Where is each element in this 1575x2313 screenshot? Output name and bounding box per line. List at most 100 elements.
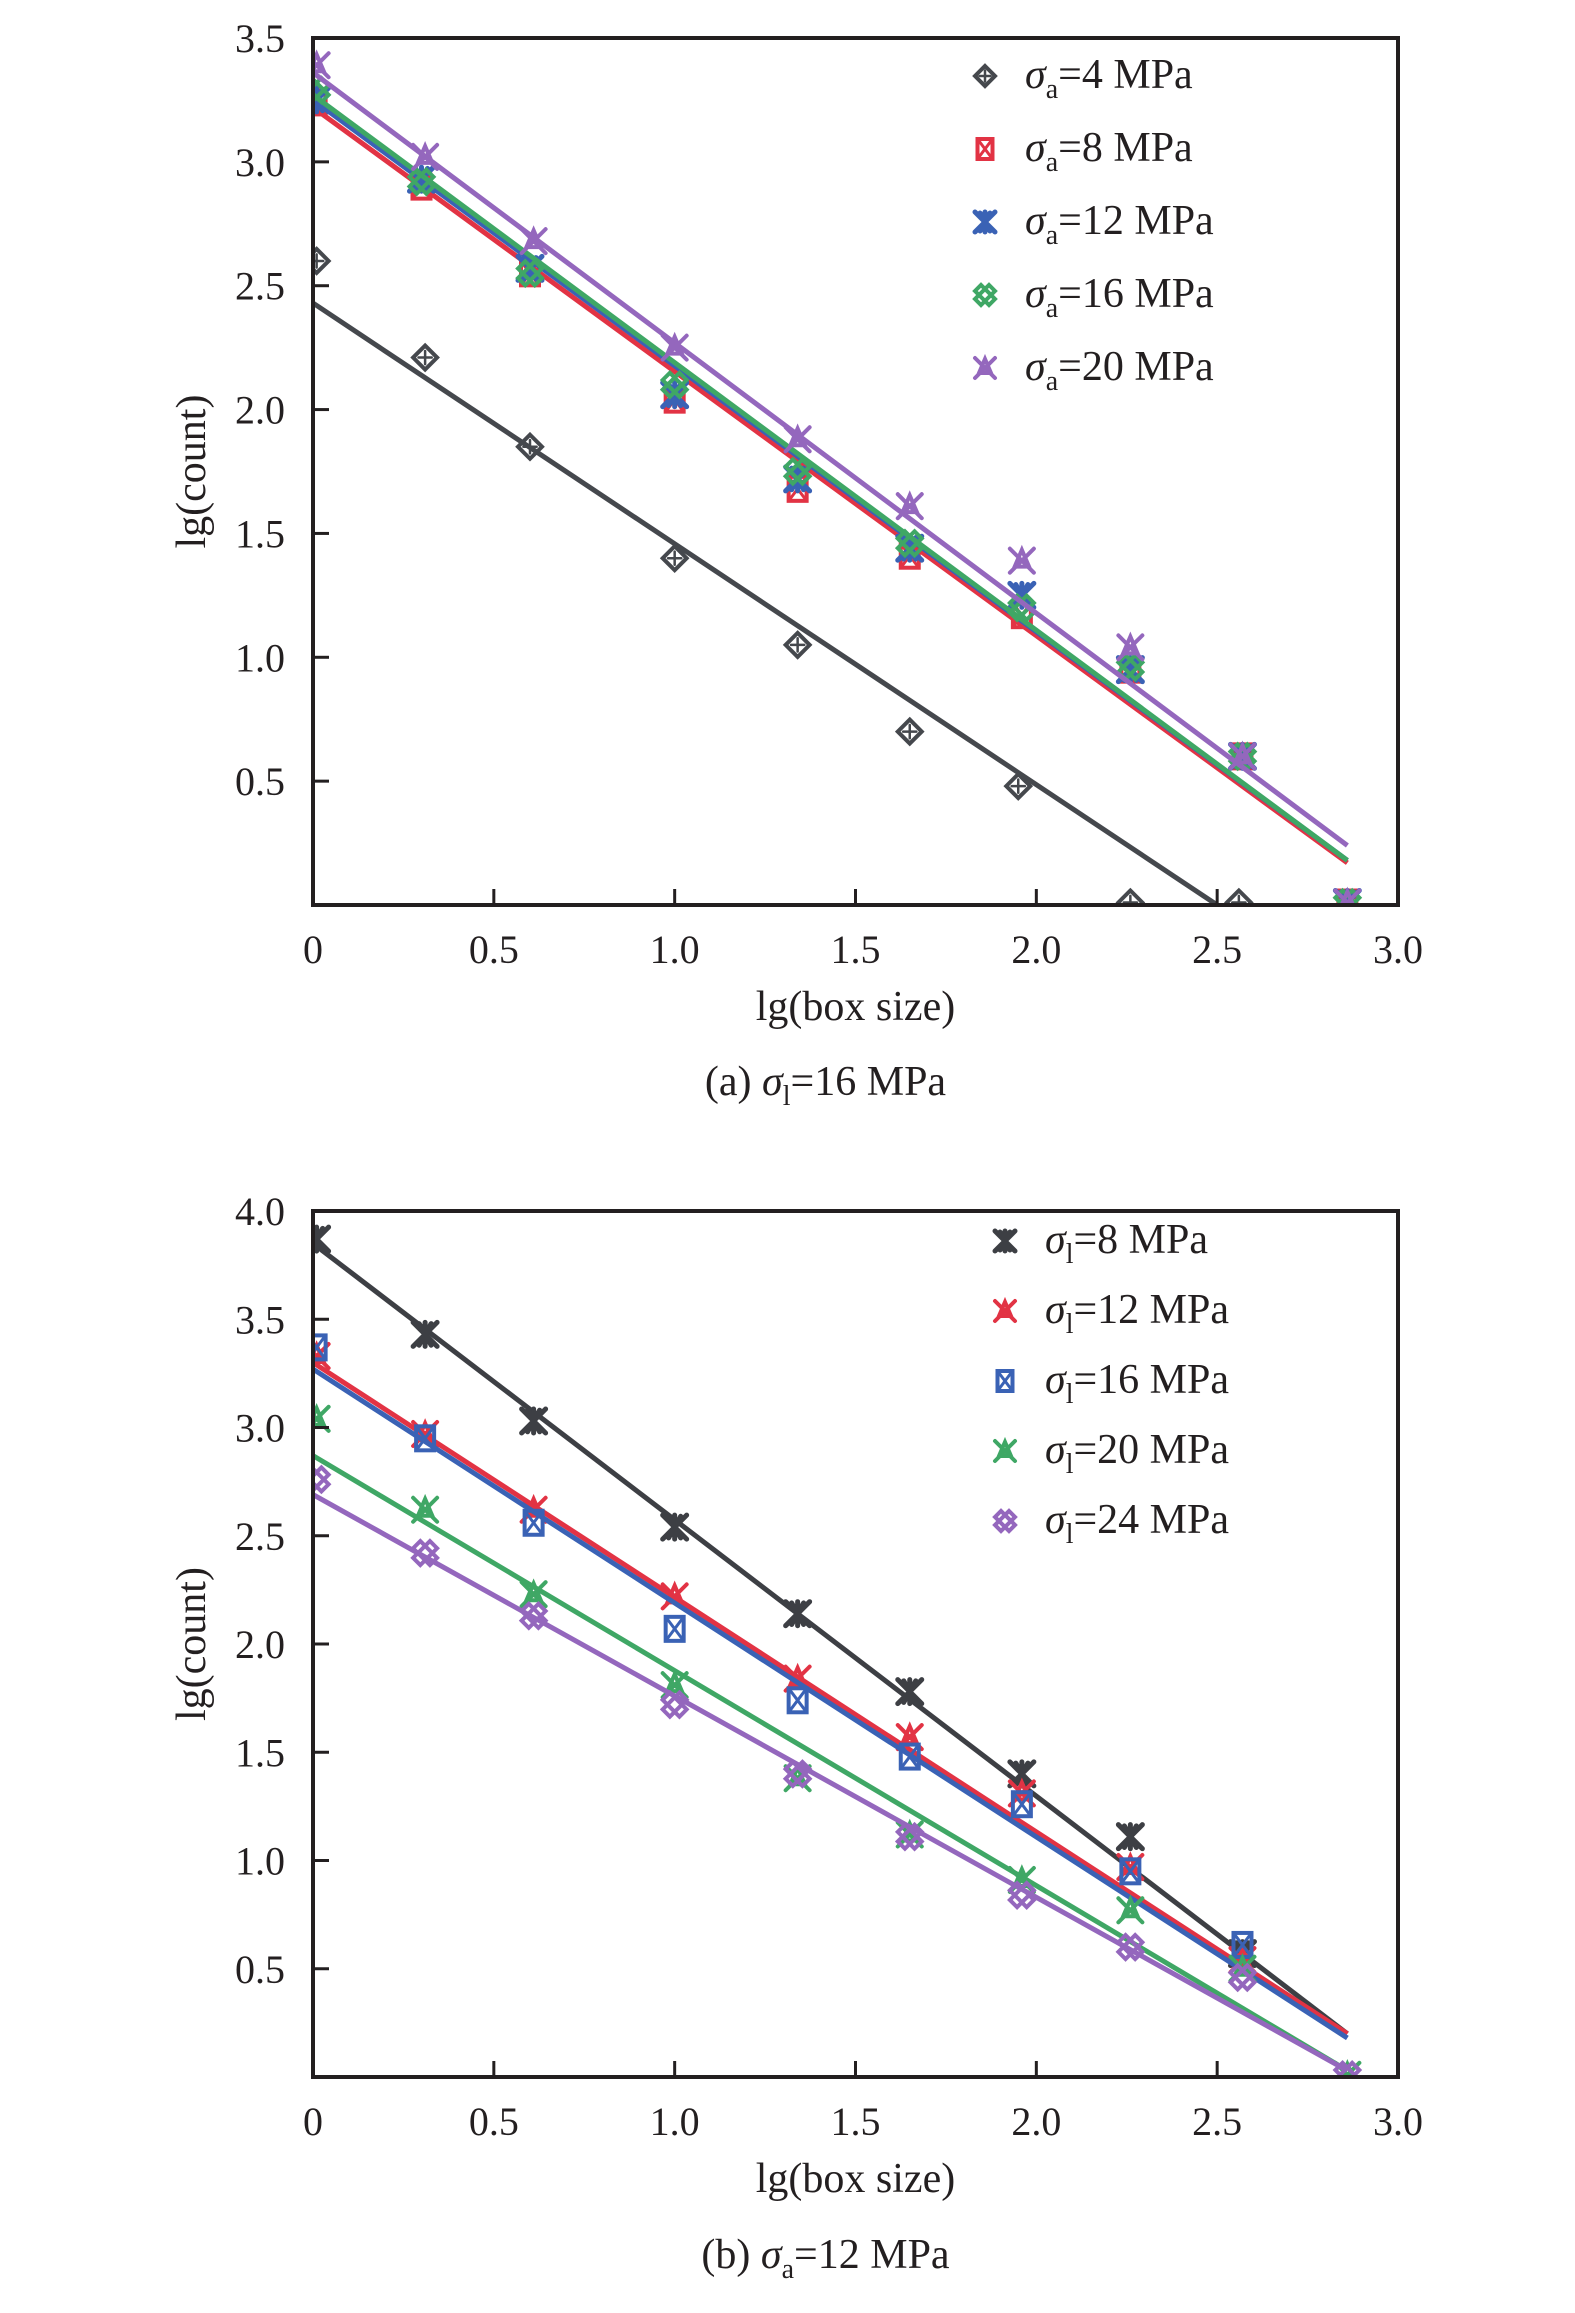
marker-lattice [410,1538,440,1568]
data-point [783,1599,813,1629]
y-tick-label: 2.0 [235,388,285,433]
marker-x [313,1333,328,1361]
marker-diamond [894,716,925,747]
x-tick-label: 0 [303,927,323,972]
marker-x-triangle [519,225,548,256]
data-point [659,1689,690,1720]
data-point [519,1578,548,1609]
marker-x [996,1369,1014,1393]
y-tick-label: 3.5 [235,16,285,61]
legend-item: σl=24 MPa [992,1497,1229,1550]
data-point [992,1228,1018,1254]
marker-asterisk [972,209,998,235]
marker-x-triangle [1007,544,1036,575]
marker-x [1231,1931,1253,1959]
data-point [410,1319,440,1349]
data-point [406,166,437,197]
data-point [975,137,995,161]
marker-x-triangle [519,1578,548,1609]
marker-box [995,1369,1015,1393]
marker-x [664,1615,686,1643]
data-point [1115,1822,1145,1852]
marker-box [898,1742,921,1771]
chart-caption: (b) σa=12 MPa [701,2232,950,2285]
y-tick-label: 1.5 [235,511,285,556]
data-point [414,1424,437,1453]
y-tick-label: 2.0 [235,1622,285,1667]
data-point [995,1369,1015,1393]
fit-line [313,1366,1349,2041]
y-tick-label: 0.5 [235,759,285,804]
chart-panel-b: 0 0.5 1.0 1.5 2.0 2.5 3.0 0.5 1.0 1.5 2.0 2.5 3.0 3.5… [169,1189,1423,2285]
marker-cross [978,69,992,83]
marker-cross [417,349,433,366]
data-point [1007,580,1037,610]
marker-diamond [1115,887,1146,905]
x-tick-label: 1.0 [650,927,700,972]
marker-x [976,137,994,161]
marker-diamond [972,63,998,89]
y-tick-label: 4.0 [235,1189,285,1234]
y-tick-label: 1.5 [235,1730,285,1775]
x-tick-label: 2.0 [1011,927,1061,972]
data-point [1224,887,1254,905]
y-tick-label: 0.5 [235,1947,285,1992]
data-point [660,331,689,362]
legend-label: σa=20 MPa [1025,344,1214,397]
marker-cross [1010,778,1027,794]
fit-line [313,1241,1349,2036]
data-point [782,1759,813,1789]
marker-box [663,1614,686,1643]
y-tick-label: 1.0 [235,635,285,680]
data-point [410,1538,440,1568]
series--l-24-mpa [313,1464,1363,2077]
marker-asterisk [992,1228,1018,1254]
marker-asterisk [660,1512,690,1542]
x-tick-label: 1.0 [650,2099,700,2144]
data-point [1116,631,1145,662]
marker-box [786,1686,809,1715]
legend-label: σl=12 MPa [1045,1287,1229,1340]
data-point [518,1601,549,1631]
legend-label: σl=24 MPa [1045,1497,1229,1550]
marker-lattice [782,1759,813,1789]
plot-area [313,49,1363,905]
marker-cross [666,550,683,567]
marker-box [1010,1790,1033,1819]
marker-x-triangle [993,1296,1017,1323]
data-point [1332,2060,1363,2077]
marker-asterisk [519,1406,549,1436]
data-point [1119,1857,1142,1886]
series--l-16-mpa [313,1333,1349,2041]
data-point [659,369,690,400]
marker-asterisk [410,1319,440,1349]
data-point [1007,1880,1037,1910]
y-tick-label: 3.0 [235,1406,285,1451]
x-tick-label: 3.0 [1373,2099,1423,2144]
marker-x-triangle [660,331,689,362]
x-axis-title: lg(box size) [756,2156,955,2202]
fit-line [313,105,1349,865]
legend-item: σa=4 MPa [972,52,1193,105]
marker-lattice [406,166,437,197]
x-tick-label: 2.5 [1192,2099,1242,2144]
legend-label: σa=4 MPa [1025,52,1193,105]
legend-item: σl=8 MPa [992,1217,1208,1270]
x-tick-label: 0.5 [469,927,519,972]
data-point [782,630,813,660]
data-point [786,1686,809,1715]
data-point [1115,655,1145,685]
marker-lattice [659,1689,690,1720]
x-tick-label: 0 [303,2099,323,2144]
data-point [1333,886,1362,905]
y-tick-label: 2.5 [235,1514,285,1559]
legend-item: σl=20 MPa [993,1427,1229,1480]
fit-line [313,300,1219,905]
marker-lattice [1007,1880,1037,1910]
data-point [411,1493,440,1524]
legend-item: σa=8 MPa [975,125,1193,178]
legend-item: σa=20 MPa [973,344,1214,397]
data-point [993,1296,1017,1323]
legend-item: σl=12 MPa [993,1287,1229,1340]
marker-x [523,1509,545,1537]
